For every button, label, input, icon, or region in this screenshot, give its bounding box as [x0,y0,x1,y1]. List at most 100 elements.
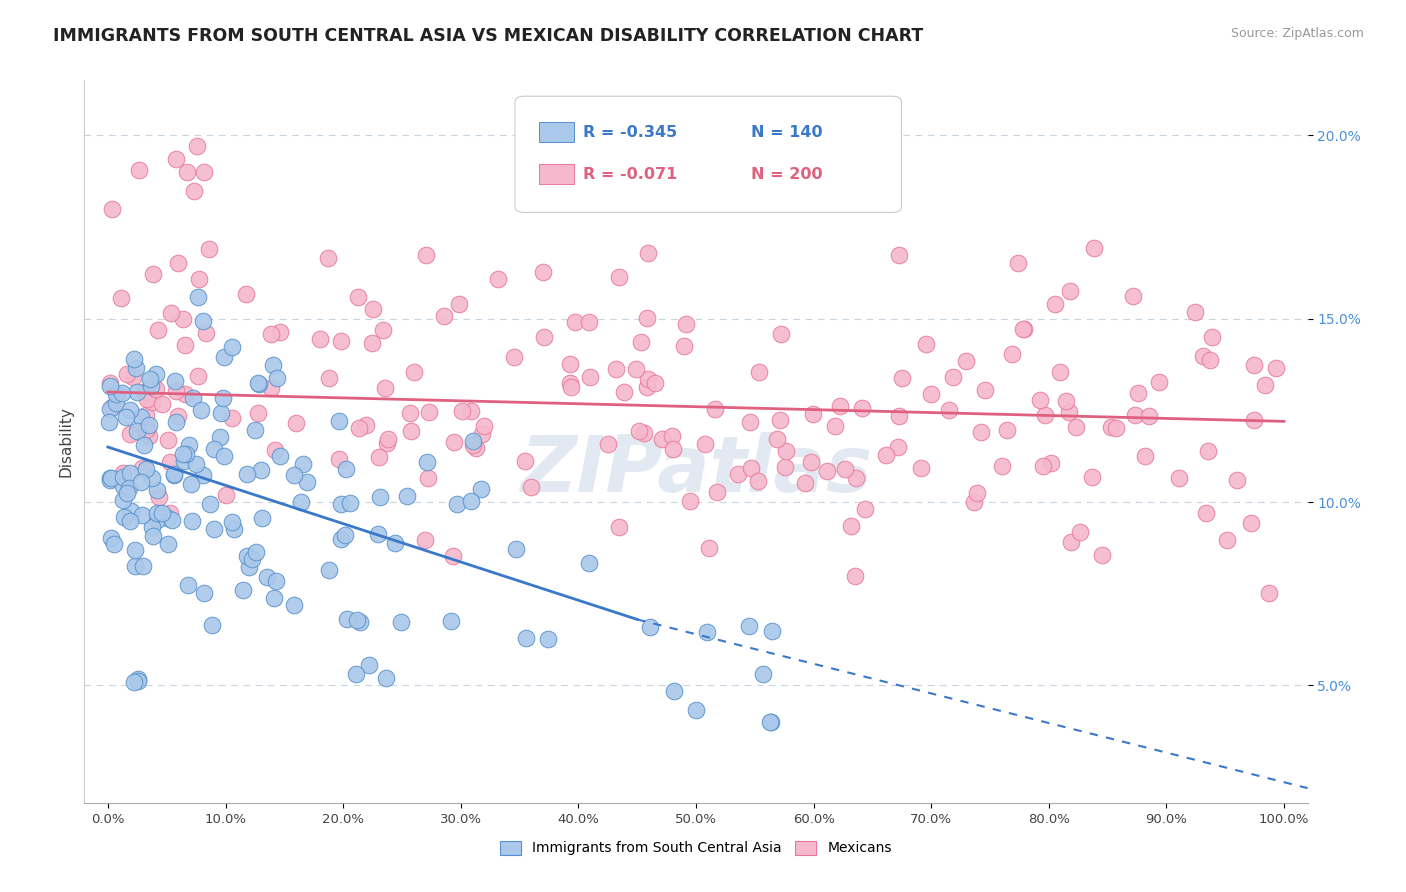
Point [347,290,370,304]
Point [955,354,977,368]
Point [1215,533,1237,548]
Point [605,362,627,376]
Point [212,391,235,405]
Point [734,192,756,206]
Point [1133,449,1156,463]
Point [309,332,332,346]
Text: N = 200: N = 200 [751,167,823,182]
Point [513,454,536,468]
Point [1012,321,1035,335]
Point [165,152,187,166]
Point [111,385,134,400]
Point [1239,516,1261,530]
Point [112,469,135,483]
Point [174,338,197,352]
Point [463,434,485,448]
Point [377,432,399,446]
Point [101,202,124,216]
Point [1083,241,1105,255]
Point [1033,408,1056,422]
Point [141,394,163,409]
Y-axis label: Disability: Disability [58,406,73,477]
Point [247,406,270,420]
Point [637,372,659,386]
Point [769,326,792,341]
Point [404,365,426,379]
Point [127,674,149,689]
Point [367,527,389,541]
Point [637,245,659,260]
Point [136,392,159,406]
Point [191,468,214,483]
Point [139,372,162,386]
Point [221,410,243,425]
Point [145,382,167,396]
Point [159,506,181,520]
Point [184,458,207,472]
Text: ZIPatlas: ZIPatlas [520,433,872,508]
Point [471,426,494,441]
Point [146,323,169,337]
Point [156,537,179,551]
Point [138,417,160,432]
Point [578,315,600,329]
Text: N = 140: N = 140 [751,125,823,140]
Point [160,513,183,527]
Point [1049,365,1071,379]
Point [132,438,155,452]
Point [371,323,394,337]
Point [259,326,281,341]
Point [449,297,471,311]
Point [115,409,138,424]
Point [193,586,215,600]
Text: IMMIGRANTS FROM SOUTH CENTRAL ASIA VS MEXICAN DISABILITY CORRELATION CHART: IMMIGRANTS FROM SOUTH CENTRAL ASIA VS ME… [53,27,924,45]
Point [260,381,283,395]
Point [120,504,142,518]
Point [98,401,121,416]
Point [186,139,208,153]
Point [486,272,509,286]
Point [564,315,586,329]
Point [531,265,554,279]
Point [329,497,352,511]
Point [990,458,1012,473]
Point [675,318,697,332]
Point [759,715,782,730]
Point [450,404,472,418]
Point [1184,305,1206,319]
Point [472,419,495,434]
Point [1243,413,1265,427]
Point [131,508,153,523]
Point [141,519,163,533]
Point [202,522,225,536]
Point [662,442,685,456]
Point [221,515,243,529]
Point [357,657,380,672]
Point [292,457,315,471]
Point [558,357,581,371]
Point [624,361,647,376]
Point [1201,330,1223,344]
Point [533,330,555,344]
Point [747,475,769,489]
Point [1040,456,1063,470]
Point [558,376,581,390]
Point [673,338,696,352]
Point [204,442,226,457]
Point [146,506,169,520]
Point [1168,470,1191,484]
Point [1192,349,1215,363]
Point [145,367,167,381]
Point [129,410,152,425]
Point [361,302,384,317]
Point [824,418,846,433]
Point [520,480,543,494]
Point [98,471,121,485]
Point [1254,377,1277,392]
Point [460,403,482,417]
Point [416,471,439,485]
Point [963,495,986,509]
Point [738,415,761,429]
Point [263,443,285,458]
Point [193,165,215,179]
